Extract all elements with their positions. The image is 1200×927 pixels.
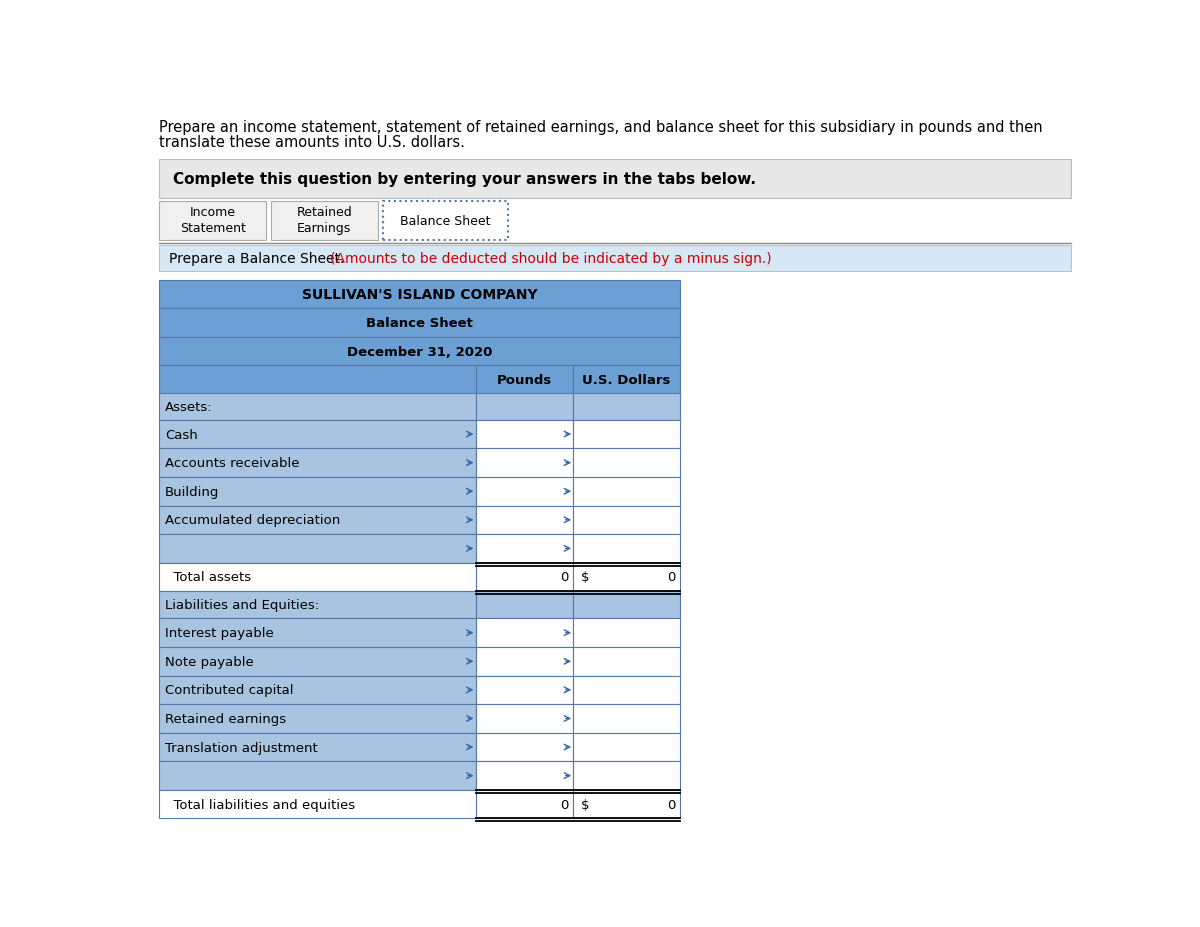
Bar [574, 420, 680, 449]
Text: Retained earnings: Retained earnings [164, 712, 286, 725]
Bar [271, 202, 378, 240]
Text: Complete this question by entering your answers in the tabs below.: Complete this question by entering your … [173, 171, 756, 186]
Text: Interest payable: Interest payable [164, 627, 274, 640]
Text: Earnings: Earnings [298, 222, 352, 235]
Bar [574, 535, 680, 563]
Text: Prepare an income statement, statement of retained earnings, and balance sheet f: Prepare an income statement, statement o… [160, 121, 1043, 135]
Bar [160, 647, 475, 676]
Bar [475, 506, 574, 535]
Text: Translation adjustment: Translation adjustment [164, 741, 318, 754]
Bar [475, 591, 574, 618]
Bar [475, 618, 574, 647]
Text: 0: 0 [560, 798, 569, 811]
Bar [475, 563, 574, 591]
Bar [475, 733, 574, 761]
Text: Cash: Cash [164, 428, 198, 441]
Text: Building: Building [164, 485, 220, 498]
Bar [160, 790, 475, 819]
Bar [160, 337, 680, 366]
Bar [574, 366, 680, 393]
Text: U.S. Dollars: U.S. Dollars [582, 374, 671, 387]
Text: Total liabilities and equities: Total liabilities and equities [164, 798, 355, 811]
Bar [160, 420, 475, 449]
Bar [574, 506, 680, 535]
Text: $: $ [581, 798, 589, 811]
Bar [475, 393, 574, 420]
Bar [574, 393, 680, 420]
Text: Assets:: Assets: [164, 400, 212, 413]
Bar [475, 449, 574, 477]
Text: $: $ [581, 571, 589, 584]
Text: Balance Sheet: Balance Sheet [366, 317, 473, 330]
Bar [160, 733, 475, 761]
Bar [160, 563, 475, 591]
Bar [160, 591, 475, 618]
Bar [475, 705, 574, 733]
Text: Liabilities and Equities:: Liabilities and Equities: [164, 599, 319, 612]
Bar [383, 202, 508, 240]
Text: (Amounts to be deducted should be indicated by a minus sign.): (Amounts to be deducted should be indica… [330, 251, 772, 266]
Text: 0: 0 [560, 571, 569, 584]
Bar [574, 676, 680, 705]
Bar [160, 705, 475, 733]
Bar [475, 535, 574, 563]
Text: translate these amounts into U.S. dollars.: translate these amounts into U.S. dollar… [160, 134, 466, 149]
Bar [160, 477, 475, 506]
Text: 0: 0 [667, 798, 676, 811]
Bar [475, 761, 574, 790]
Bar [160, 506, 475, 535]
Bar [574, 647, 680, 676]
Text: Balance Sheet: Balance Sheet [400, 215, 491, 228]
Bar [160, 246, 1070, 272]
Bar [160, 280, 680, 309]
Text: Prepare a Balance Sheet.: Prepare a Balance Sheet. [168, 251, 348, 266]
Bar [574, 761, 680, 790]
Text: Statement: Statement [180, 222, 246, 235]
Bar [475, 790, 574, 819]
Bar [160, 393, 475, 420]
Bar [574, 591, 680, 618]
Bar [574, 477, 680, 506]
Text: Total assets: Total assets [164, 571, 251, 584]
Text: SULLIVAN'S ISLAND COMPANY: SULLIVAN'S ISLAND COMPANY [302, 287, 538, 301]
Bar [574, 705, 680, 733]
Bar [160, 761, 475, 790]
Text: 0: 0 [667, 571, 676, 584]
Bar [574, 618, 680, 647]
Text: Note payable: Note payable [164, 655, 253, 668]
Bar [160, 676, 475, 705]
Bar [574, 790, 680, 819]
Bar [574, 449, 680, 477]
Bar [160, 202, 266, 240]
Bar [475, 647, 574, 676]
Bar [160, 535, 475, 563]
Bar [475, 676, 574, 705]
Text: Income: Income [190, 206, 235, 219]
Bar [160, 618, 475, 647]
Text: Contributed capital: Contributed capital [164, 683, 293, 696]
Text: December 31, 2020: December 31, 2020 [347, 345, 492, 358]
Bar [160, 159, 1070, 198]
Bar [160, 366, 475, 393]
Bar [574, 563, 680, 591]
Bar [160, 449, 475, 477]
Bar [475, 366, 574, 393]
Bar [475, 477, 574, 506]
Bar [574, 733, 680, 761]
Text: Retained: Retained [296, 206, 353, 219]
Text: Accumulated depreciation: Accumulated depreciation [164, 514, 340, 527]
Text: Accounts receivable: Accounts receivable [164, 457, 299, 470]
Bar [160, 309, 680, 337]
Text: Pounds: Pounds [497, 374, 552, 387]
Bar [475, 420, 574, 449]
